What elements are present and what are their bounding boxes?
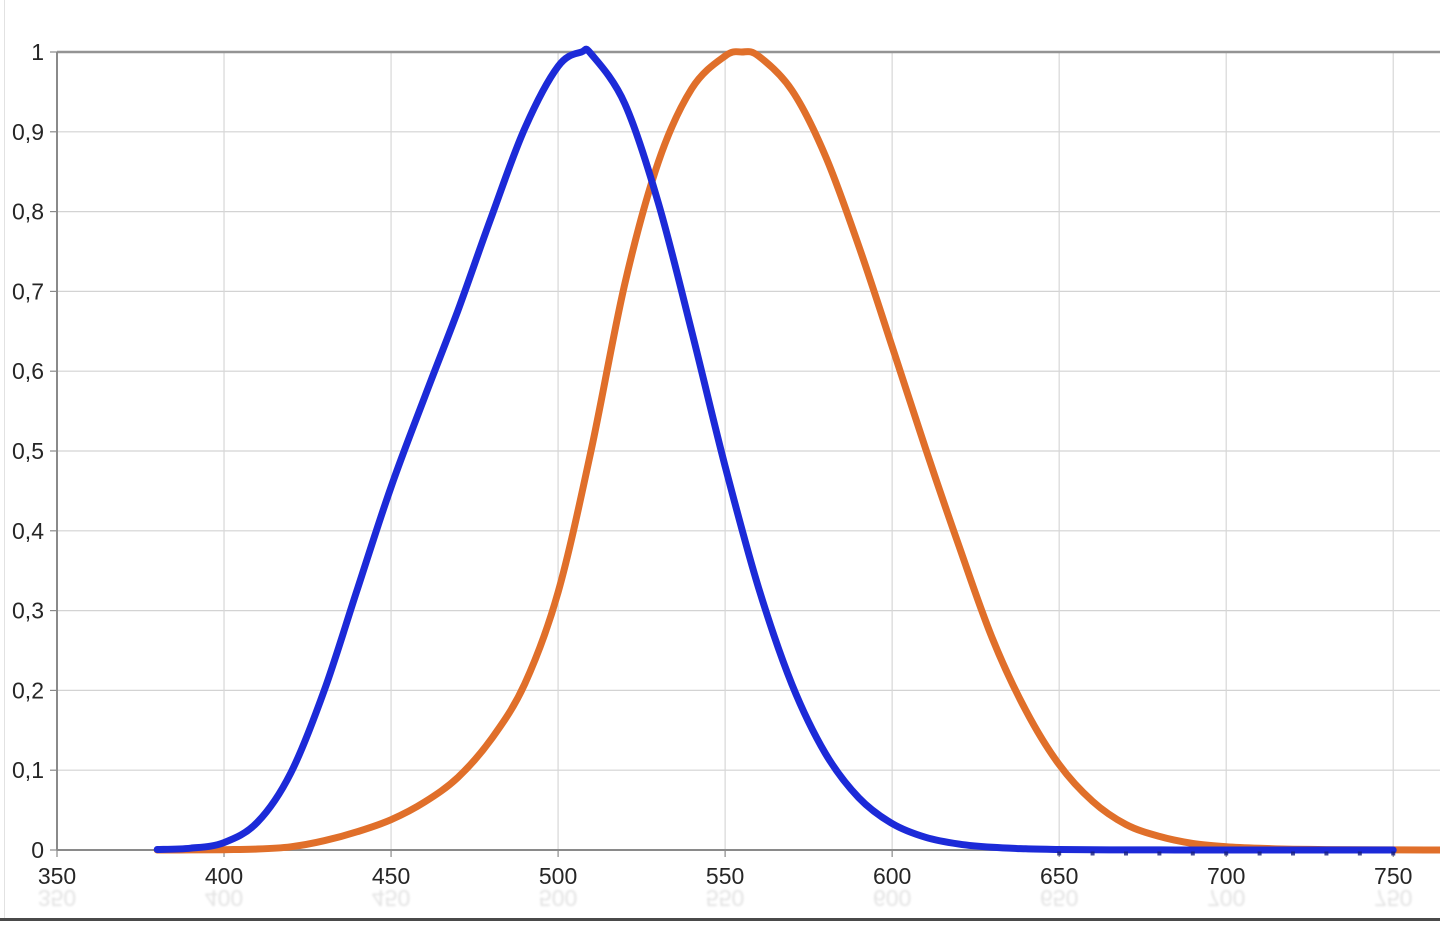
left-edge-line	[4, 0, 5, 918]
x-tick-label: 350	[38, 863, 76, 889]
x-tick-label-reflection: 750	[1374, 885, 1412, 911]
y-tick-label: 0,3	[12, 598, 44, 624]
x-tick-label: 650	[1040, 863, 1078, 889]
x-tick-label-reflection: 650	[1040, 885, 1078, 911]
x-tick-label: 600	[873, 863, 911, 889]
curve-point-marker	[1157, 851, 1162, 856]
x-tick-label-reflection: 450	[372, 885, 410, 911]
curve-point-marker	[1324, 851, 1329, 856]
curve-point-marker	[1257, 851, 1262, 856]
y-tick-label: 0,1	[12, 757, 44, 783]
curve-point-marker	[1057, 851, 1062, 856]
x-tick-label: 450	[372, 863, 410, 889]
y-tick-label: 0,2	[12, 677, 44, 703]
x-tick-label: 550	[706, 863, 744, 889]
x-tick-label-reflection: 600	[873, 885, 911, 911]
curve-point-marker	[1391, 851, 1396, 856]
y-tick-label: 0,5	[12, 438, 44, 464]
curve-point-marker	[1357, 851, 1362, 856]
curve-point-marker	[1123, 851, 1128, 856]
bottom-edge-line	[0, 918, 1440, 921]
curve-point-marker	[1090, 851, 1095, 856]
y-tick-label: 1	[31, 39, 44, 65]
y-tick-label: 0,8	[12, 199, 44, 225]
x-tick-label: 750	[1374, 863, 1412, 889]
orange-curve	[153, 48, 1440, 854]
y-tick-label: 0	[31, 837, 44, 863]
x-tick-label-reflection: 350	[38, 885, 76, 911]
curve-point-marker	[1291, 851, 1296, 856]
curve-point-marker	[1190, 851, 1195, 856]
curve-point-marker	[1224, 851, 1229, 856]
x-tick-label-reflection: 700	[1207, 885, 1245, 911]
x-tick-label-reflection: 400	[205, 885, 243, 911]
x-tick-label-reflection: 500	[539, 885, 577, 911]
x-tick-label: 500	[539, 863, 577, 889]
y-tick-label: 0,6	[12, 358, 44, 384]
y-tick-label: 0,9	[12, 119, 44, 145]
x-tick-label: 400	[205, 863, 243, 889]
y-tick-label: 0,4	[12, 518, 44, 544]
x-tick-label: 700	[1207, 863, 1245, 889]
y-tick-label: 0,7	[12, 278, 44, 304]
x-tick-label-reflection: 550	[706, 885, 744, 911]
blue-curve	[153, 45, 1397, 854]
